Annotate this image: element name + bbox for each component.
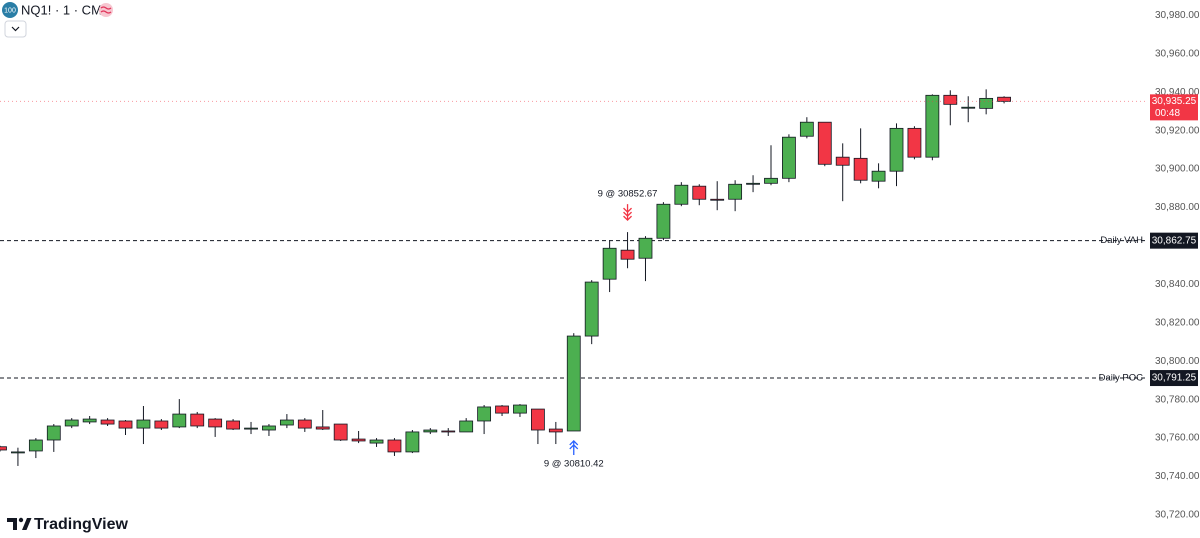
candle-body xyxy=(674,184,689,205)
price-tag xyxy=(1150,94,1198,121)
candle-body xyxy=(835,156,850,166)
candle-body xyxy=(28,439,43,452)
candle-body xyxy=(799,121,814,137)
candle-body xyxy=(136,419,151,429)
candle-body xyxy=(710,198,725,201)
header: 100 NQ1! · 1 · CME xyxy=(2,2,113,38)
symbol-badge xyxy=(2,2,18,18)
candle-body xyxy=(208,418,223,428)
candle-body xyxy=(817,121,832,165)
annotation-text: 9 @ 30852.67 xyxy=(598,189,658,200)
candle-body xyxy=(907,127,922,158)
candle-body xyxy=(566,335,581,432)
level-name: Daily VAH xyxy=(1100,235,1143,246)
y-tick-label: 30,820.00 xyxy=(1155,317,1200,328)
y-tick-label: 30,900.00 xyxy=(1155,164,1200,175)
y-tick-label: 30,840.00 xyxy=(1155,279,1200,290)
candle-body xyxy=(656,203,671,239)
y-tick-label: 30,960.00 xyxy=(1155,48,1200,59)
candle-body xyxy=(638,237,653,259)
price-countdown: 00:48 xyxy=(1155,108,1180,119)
candle-body xyxy=(244,427,258,430)
candle-body xyxy=(853,157,868,181)
y-tick-label: 30,760.00 xyxy=(1155,433,1200,444)
candle-body xyxy=(495,405,509,414)
collapse-button[interactable] xyxy=(4,20,27,38)
y-tick-label: 30,720.00 xyxy=(1155,510,1200,521)
status-icon-waves xyxy=(100,6,112,14)
candle-body xyxy=(692,185,707,200)
candle-body xyxy=(925,94,940,158)
price-value: 30,935.25 xyxy=(1152,96,1197,107)
candle-body xyxy=(172,413,187,428)
candle-body xyxy=(262,425,276,431)
logo-mark xyxy=(7,518,17,530)
candle-body xyxy=(82,418,97,423)
candle-body xyxy=(118,420,133,429)
candle-body xyxy=(226,420,240,430)
candle-body xyxy=(0,446,7,451)
y-tick-label: 30,980.00 xyxy=(1155,10,1200,21)
level-value: 30,862.75 xyxy=(1152,235,1197,246)
candle-body xyxy=(297,419,312,429)
candle-body xyxy=(351,438,366,442)
candle-body xyxy=(620,249,635,260)
logo-text: TradingView xyxy=(34,516,129,533)
candle-body xyxy=(997,96,1011,102)
candle-body xyxy=(782,136,796,179)
y-tick-label: 30,920.00 xyxy=(1155,125,1200,136)
candle-body xyxy=(423,429,438,433)
candle-body xyxy=(46,425,61,441)
candle-body xyxy=(477,406,492,422)
candle-body xyxy=(602,247,617,280)
candle-body xyxy=(764,177,778,184)
candle-body xyxy=(279,419,294,426)
candle-body xyxy=(513,404,527,414)
badge-text: 100 xyxy=(4,7,16,14)
candle-body xyxy=(369,439,384,444)
symbol-title[interactable]: NQ1! · 1 · CME xyxy=(21,2,111,17)
candle-body xyxy=(154,420,169,429)
candle-body xyxy=(584,281,599,337)
candle-body xyxy=(387,439,402,453)
chevron xyxy=(11,26,20,32)
sell-arrow xyxy=(623,204,633,222)
candle-body xyxy=(459,420,474,433)
level-value: 30,791.25 xyxy=(1152,373,1197,384)
status-icon xyxy=(99,3,113,17)
buy-arrow xyxy=(569,440,579,455)
level-name: Daily POC xyxy=(1099,373,1143,384)
logo-mark-dot xyxy=(18,517,24,523)
y-tick-label: 30,880.00 xyxy=(1155,202,1200,213)
candle-body xyxy=(333,423,348,441)
candle-body xyxy=(441,430,456,433)
y-tick-label: 30,740.00 xyxy=(1155,471,1200,482)
y-tick-label: 30,780.00 xyxy=(1155,394,1200,405)
candle-body xyxy=(100,419,115,425)
level-tag xyxy=(1150,232,1198,249)
level-tag xyxy=(1150,370,1198,387)
candle-body xyxy=(728,183,743,200)
y-tick-label: 30,940.00 xyxy=(1155,87,1200,98)
candle-body xyxy=(979,97,994,109)
candle-body xyxy=(548,428,563,433)
y-tick-label: 30,800.00 xyxy=(1155,356,1200,367)
candle-body xyxy=(531,408,545,431)
candle-body xyxy=(11,451,25,454)
candle-body xyxy=(190,413,205,427)
logo: TradingView xyxy=(7,516,129,533)
candle-body xyxy=(405,431,420,453)
candle-body xyxy=(746,182,760,185)
candle-body xyxy=(889,127,904,172)
candle-body xyxy=(943,94,958,105)
candle-body xyxy=(871,170,886,182)
logo-mark-slash xyxy=(22,518,32,530)
annotation-text: 9 @ 30810.42 xyxy=(544,458,604,469)
candle-body xyxy=(961,106,976,109)
candle-body xyxy=(64,419,79,427)
candle-body xyxy=(315,426,330,430)
